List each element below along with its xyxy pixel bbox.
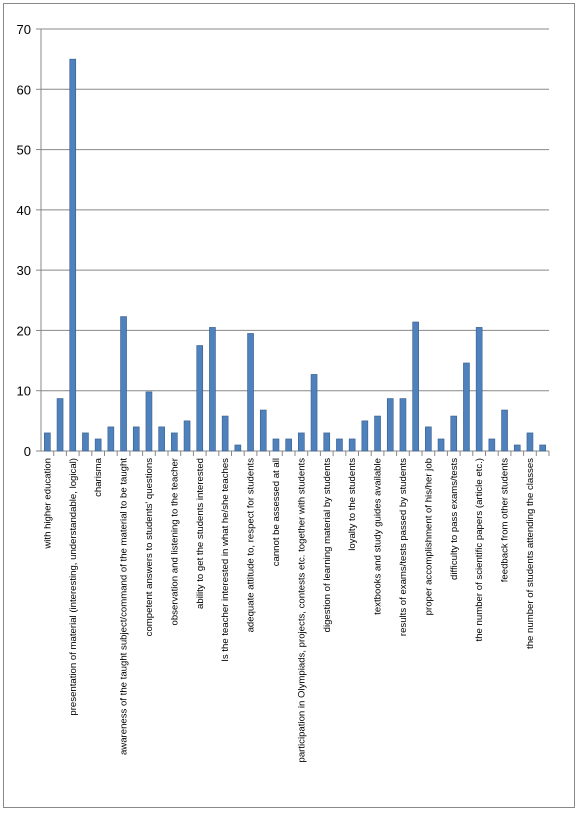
bar (310, 374, 318, 452)
bar (513, 444, 521, 452)
bar (539, 444, 546, 452)
bar (463, 362, 470, 452)
bar (399, 398, 407, 452)
x-tick-label: presentation of material (interesting, u… (68, 458, 79, 716)
x-tick-label: the number of scientific papers (article… (474, 458, 485, 641)
bar (285, 438, 292, 452)
x-tick-label: Is the teacher interested in what he/she… (220, 458, 231, 662)
bar (94, 438, 102, 452)
bar (450, 415, 458, 452)
bar (145, 391, 153, 452)
bar (526, 432, 534, 452)
bar (425, 426, 432, 452)
bar (120, 316, 127, 452)
bar (259, 409, 267, 452)
x-tick-label: awareness of the taught subject/command … (119, 458, 130, 755)
bar (437, 438, 445, 452)
x-tick-label: feedback from other students (500, 458, 511, 582)
x-tick-label: results of exams/tests passed by student… (398, 458, 409, 636)
bar (56, 398, 64, 452)
y-tick-label: 50 (17, 143, 31, 158)
x-tick-label: digestion of learning material by studen… (322, 458, 333, 633)
x-tick-label: participation in Olympiads, projects, co… (296, 458, 307, 763)
bar (374, 415, 381, 452)
bar (323, 432, 331, 452)
y-tick-label: 10 (17, 384, 31, 399)
y-tick-label: 40 (17, 203, 31, 218)
bar (412, 321, 419, 452)
x-tick-label: charisma (93, 457, 104, 497)
bar (221, 415, 229, 452)
bar (171, 432, 178, 452)
bar (488, 438, 496, 452)
bar (336, 438, 343, 452)
bar (107, 426, 115, 452)
bar (196, 345, 204, 452)
bar (44, 432, 51, 452)
x-tick-label: proper accomplishment of his/her job (423, 458, 434, 615)
chart-frame (3, 3, 575, 808)
x-tick-label: with higher education (42, 458, 53, 550)
x-tick-label: the number of students attending the cla… (525, 458, 536, 649)
bar (501, 409, 508, 452)
bar (209, 327, 216, 452)
x-tick-label: adequate attitude to, respect for studen… (246, 458, 257, 633)
y-tick-label: 70 (17, 22, 31, 37)
x-tick-label: cannot be assessed at all (271, 458, 282, 566)
bar (348, 438, 356, 452)
bar (183, 420, 191, 452)
bar (69, 58, 77, 452)
bar (361, 420, 369, 452)
bar (234, 444, 242, 452)
bar (475, 327, 483, 452)
y-tick-label: 30 (17, 263, 31, 278)
y-tick-label: 0 (24, 444, 31, 459)
x-tick-label: loyalty to the students (347, 458, 358, 551)
bar (298, 432, 305, 452)
bar (247, 333, 254, 452)
y-tick-label: 20 (17, 323, 31, 338)
x-tick-label: textbooks and study guides available (373, 458, 384, 615)
bar (386, 398, 394, 452)
bar (158, 426, 165, 452)
x-tick-label: difficulty to pass exams/tests (449, 458, 460, 580)
bar (132, 426, 140, 452)
y-tick-label: 60 (17, 82, 31, 97)
x-tick-label: ability to get the students interested (195, 458, 206, 609)
x-tick-label: competent answers to students' questions (144, 458, 155, 637)
bar (82, 432, 89, 452)
x-tick-label: observation and listening to the teacher (169, 457, 180, 625)
bar (272, 438, 280, 452)
